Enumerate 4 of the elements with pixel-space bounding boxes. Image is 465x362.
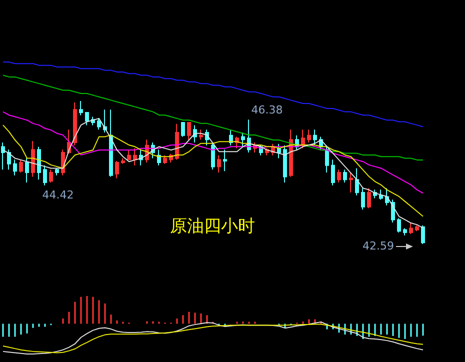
annotation: 44.42 (42, 188, 74, 202)
annotation: 42.59 (362, 240, 394, 252)
text: 原油四小时 (170, 216, 255, 236)
annotation: 46.38 (251, 104, 283, 116)
